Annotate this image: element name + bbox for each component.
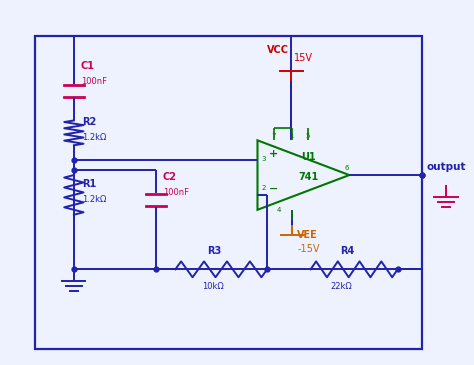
Text: C2: C2 — [163, 172, 177, 182]
Text: U1: U1 — [301, 152, 316, 162]
Text: -15V: -15V — [297, 245, 319, 254]
Text: output: output — [427, 162, 466, 172]
Text: 15V: 15V — [294, 53, 313, 63]
Text: 1.2kΩ: 1.2kΩ — [82, 133, 107, 142]
Text: R1: R1 — [82, 179, 97, 189]
Text: VCC: VCC — [267, 45, 289, 55]
Text: VEE: VEE — [297, 230, 318, 239]
Polygon shape — [257, 140, 349, 210]
Text: 100nF: 100nF — [163, 188, 189, 197]
Text: 10kΩ: 10kΩ — [202, 282, 224, 291]
Text: 1: 1 — [290, 133, 294, 139]
Text: 741: 741 — [298, 172, 319, 182]
Text: 7: 7 — [271, 133, 275, 139]
Text: C1: C1 — [81, 61, 95, 71]
Text: +: + — [269, 149, 278, 159]
Text: R3: R3 — [207, 246, 221, 257]
Text: 1.2kΩ: 1.2kΩ — [82, 195, 107, 204]
Bar — [35, 36, 422, 349]
Text: R4: R4 — [340, 246, 354, 257]
Text: 100nF: 100nF — [81, 77, 107, 86]
Text: 4: 4 — [277, 207, 281, 213]
Text: 2: 2 — [261, 185, 266, 191]
Text: 6: 6 — [345, 165, 349, 171]
Text: −: − — [269, 184, 278, 194]
Text: R2: R2 — [82, 117, 97, 127]
Text: 22kΩ: 22kΩ — [330, 282, 352, 291]
Text: 3: 3 — [261, 156, 266, 162]
Text: 5: 5 — [305, 133, 310, 139]
